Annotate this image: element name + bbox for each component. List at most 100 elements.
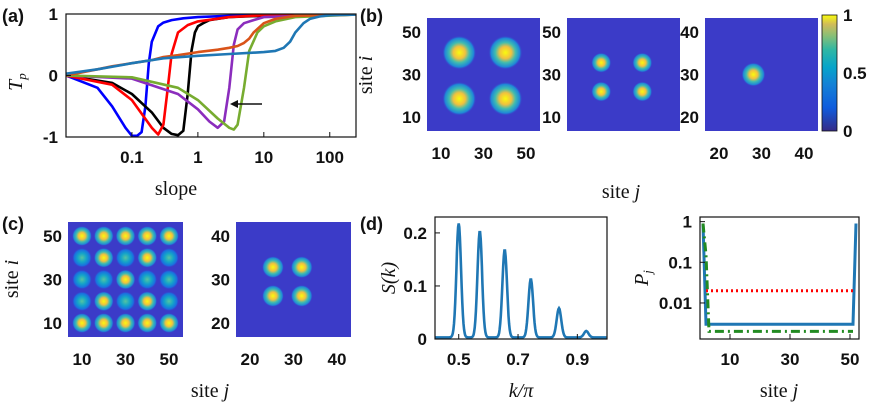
panel-d1: 0.5 0.7 0.9 0 0.1 0.2 k/π S(k): [378, 216, 608, 402]
panel-c-xlabel: site j: [191, 380, 230, 402]
c2-ytick: 20: [211, 314, 230, 333]
xtick-label: 0.1: [120, 148, 144, 167]
c1-spot: [72, 269, 92, 290]
line-blue: [701, 223, 858, 326]
c1-spot: [93, 291, 114, 312]
panel-b-xlabel: site j: [602, 181, 641, 203]
c1-ytick: 10: [43, 314, 62, 333]
xtick-label: 100: [316, 148, 344, 167]
b1-xtick: 30: [474, 144, 493, 163]
c1-spot: [159, 291, 179, 312]
d1-xtick: 0.7: [506, 350, 530, 369]
c1-spot: [93, 247, 114, 268]
panel-c-ylabel: site i: [1, 260, 23, 298]
c1-xtick: 30: [116, 350, 135, 369]
c1-spot: [115, 247, 136, 268]
d2-ytick: 1: [683, 213, 692, 232]
line-teal: [66, 14, 356, 75]
c2-xtick: 40: [328, 350, 347, 369]
c1-spot: [93, 313, 114, 333]
c2-spot: [290, 284, 313, 307]
line-black: [66, 14, 356, 137]
c1-spot: [93, 226, 114, 246]
c1-spot: [137, 313, 158, 333]
b1-ytick: 50: [402, 23, 421, 42]
ytick-label: 0: [49, 67, 58, 86]
panel-label-d: (d): [360, 214, 383, 234]
panel-b-ylabel: site i: [355, 56, 377, 94]
panel-d1-frame: [434, 216, 608, 340]
c1-spot: [137, 269, 158, 290]
d2-xtick: 30: [781, 350, 800, 369]
c2-xtick: 30: [284, 350, 303, 369]
b1-spot: [442, 35, 477, 70]
c1-spot: [72, 226, 92, 246]
line-green-dashdot: [701, 223, 853, 333]
colorbar-tick-0: 0: [843, 122, 852, 141]
panel-d2-frame: [699, 216, 860, 340]
ytick-label: -1: [43, 128, 58, 147]
c1-ytick: 30: [43, 271, 62, 290]
colorbar-tick-05: 0.5: [843, 64, 867, 83]
c1-spot: [115, 269, 136, 290]
c1-ytick: 50: [43, 227, 62, 246]
b2-ytick: 10: [542, 108, 561, 127]
c2-ytick: 40: [211, 227, 230, 246]
xtick-label: 1: [193, 148, 202, 167]
line-purple: [66, 14, 356, 130]
c1-spot: [159, 247, 179, 268]
c1-spot: [137, 247, 158, 268]
line-blue: [66, 14, 356, 137]
c2-xtick: 20: [241, 350, 260, 369]
d2-ytick: 0.01: [659, 294, 692, 313]
panel-b: 10 30 50 10 30 50 10 30 50 20 30 40 20 30 40 1 0.5 0…: [355, 6, 867, 203]
c1-spot: [72, 291, 92, 312]
b2-spot: [632, 52, 653, 73]
b2-spot: [591, 52, 612, 73]
panel-d2: 10 30 50 0.01 0.1 1 Pj site j: [631, 213, 860, 402]
panel-label-a: (a): [2, 6, 24, 26]
colorbar: [821, 14, 838, 132]
panel-d1-xlabel: k/π: [509, 380, 534, 402]
line-red: [66, 14, 356, 136]
xtick-label: 10: [254, 148, 273, 167]
c1-spot: [159, 269, 179, 290]
b3-xtick: 20: [710, 144, 729, 163]
b3-spot: [741, 62, 766, 87]
d1-xtick: 0.5: [447, 350, 471, 369]
b2-spot: [632, 81, 653, 102]
d1-ytick: 0.2: [403, 224, 427, 243]
panel-d2-xlabel: site j: [760, 380, 799, 402]
c1-spot: [159, 313, 179, 333]
c1-xtick: 10: [73, 350, 92, 369]
panel-a-xlabel: slope: [155, 178, 197, 200]
panel-d1-ylabel: S(k): [378, 262, 400, 295]
b1-ytick: 10: [402, 108, 421, 127]
c1-spot: [137, 226, 158, 246]
c1-spot: [93, 269, 114, 290]
b1-spot: [442, 81, 477, 116]
c1-spot: [159, 226, 179, 246]
d1-xtick: 0.9: [566, 350, 590, 369]
panel-label-c: (c): [2, 214, 24, 234]
c2-spot: [261, 256, 284, 279]
b3-xtick: 40: [795, 144, 814, 163]
heatmap-b2: [567, 18, 680, 131]
b1-ytick: 30: [402, 66, 421, 85]
d1-ytick: 0: [418, 330, 427, 349]
b3-xtick: 30: [752, 144, 771, 163]
c1-spot: [72, 313, 92, 333]
panel-c: 10 30 50 10 30 50 20 30 40 20 30 40 site i site j: [1, 222, 351, 402]
panel-d2-ylabel: Pj: [631, 270, 655, 287]
b1-xtick: 50: [517, 144, 536, 163]
ytick-label: 1: [49, 5, 58, 24]
c1-spot: [115, 226, 136, 246]
c1-spot: [115, 291, 136, 312]
d1-ytick: 0.1: [403, 277, 427, 296]
b1-spot: [488, 81, 523, 116]
d2-ytick: 0.1: [668, 253, 692, 272]
colorbar-tick-1: 1: [843, 6, 852, 25]
b2-ytick: 50: [542, 23, 561, 42]
panel-label-b: (b): [360, 6, 383, 26]
